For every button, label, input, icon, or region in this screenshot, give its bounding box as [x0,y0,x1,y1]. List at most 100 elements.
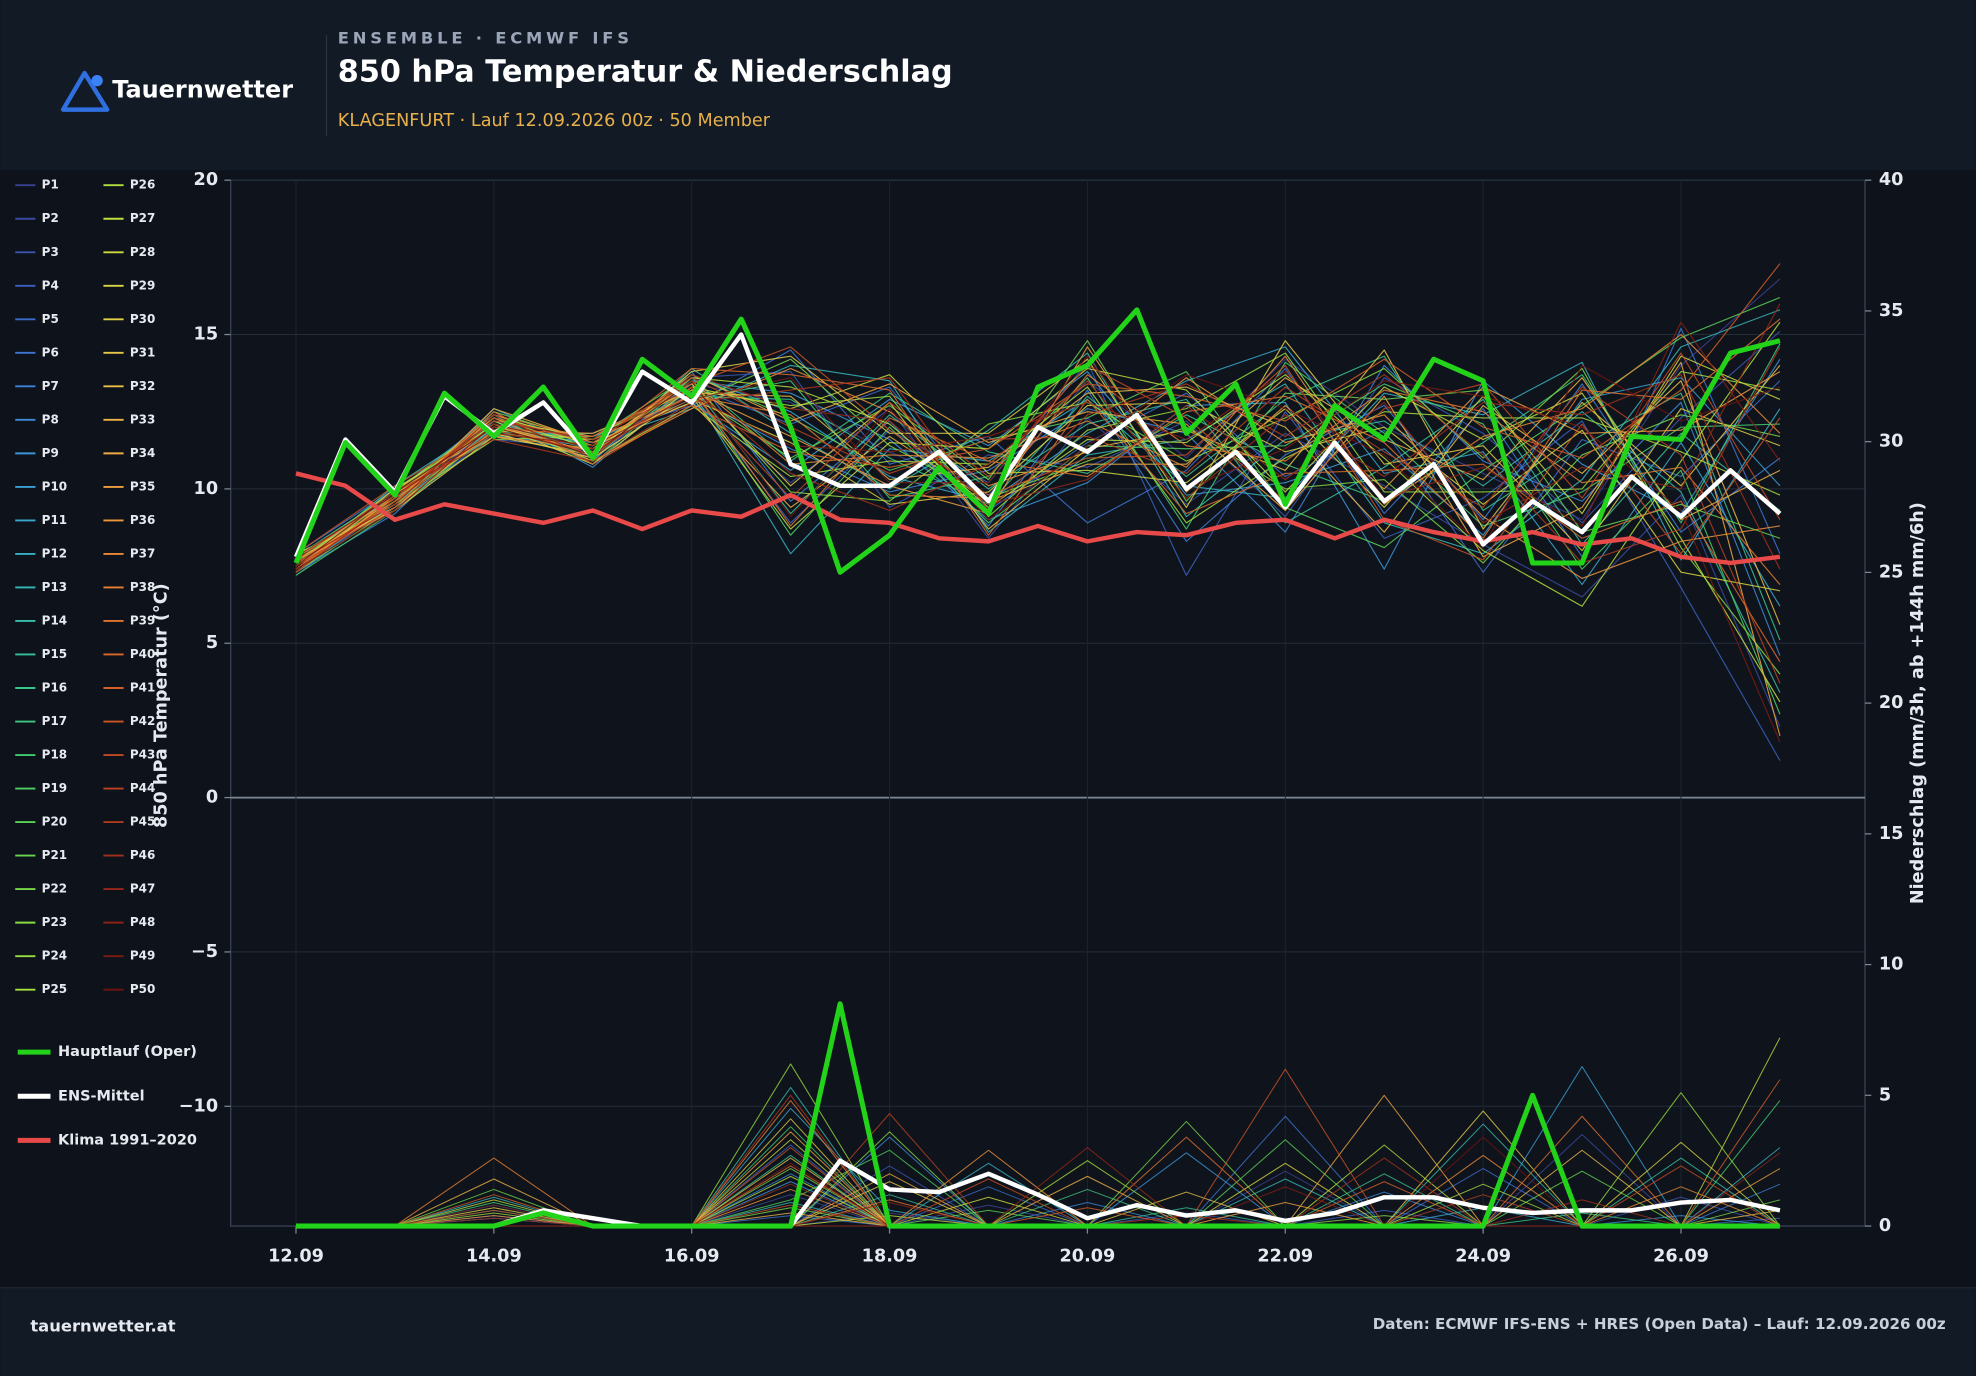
header-bg [0,0,1976,171]
legend-label: P10 [42,479,67,493]
logo-dot [91,74,103,87]
x-tick-label: 12.09 [268,1246,324,1266]
legend-label: P24 [42,949,67,963]
precip-line [295,1001,1780,1229]
y2-tick-label: 15 [1879,824,1904,844]
y2-tick-label: 40 [1879,170,1904,190]
legend-label: P38 [130,580,155,594]
x-tick-label: 20.09 [1060,1246,1116,1266]
legend-label: P42 [130,714,155,728]
footer-left: tauernwetter.at [30,1316,175,1335]
y-tick-label: 20 [194,170,219,190]
legend-label: P30 [130,312,155,326]
legend-label: P2 [42,211,59,225]
legend-label: P39 [130,613,155,627]
legend-label: P16 [42,680,67,694]
member-temp-line [295,355,1781,573]
y-tick-label: −10 [179,1096,218,1116]
legend-label: P27 [130,211,155,225]
legend-label: P29 [130,278,155,292]
legend-label: P47 [130,882,155,896]
member-temp-line [295,374,1781,573]
footer-right: Daten: ECMWF IFS-ENS + HRES (Open Data) … [1373,1315,1946,1333]
legend-label: P3 [42,245,59,259]
legend-label: P33 [130,412,155,426]
y-tick-label: 15 [194,325,219,345]
y2-tick-label: 5 [1879,1085,1891,1105]
y-tick-label: 0 [206,788,218,808]
legend-label: P15 [42,647,67,661]
legend-label: Klima 1991–2020 [58,1132,197,1148]
logo [60,70,110,112]
plot-area [230,179,1866,1227]
member-temp-line [295,367,1781,703]
member-temp-line [295,355,1781,743]
y2-tick-label: 10 [1879,955,1904,975]
temp-line [293,307,1781,575]
subtitle: KLAGENFURT · Lauf 12.09.2026 00z · 50 Me… [338,111,771,131]
legend-label: P44 [130,781,155,795]
legend-label: P6 [42,345,59,359]
legend-label: P32 [130,379,155,393]
grid: −10 −5 0 5 10 15 20 0 5 10 15 20 25 30 35 40 12.09 14.09 1… [179,170,1904,1266]
x-tick-label: 24.09 [1455,1246,1511,1266]
legend-label: P45 [130,815,155,829]
legend-label: P9 [42,446,59,460]
legend: P1 P2 P3 P4 P5 P6 P7 P8 P9 P10 P11 P12 P13 P14 P15 P16 P… [15,178,197,1148]
member-temp-line [295,321,1781,607]
member-temp-line [295,333,1781,570]
brand: Tauernwetter [112,76,293,104]
legend-label: P43 [130,748,155,762]
legend-label: P40 [130,647,155,661]
legend-label: P19 [42,781,67,795]
legend-label: ENS-Mittel [58,1088,144,1104]
legend-label: P41 [130,680,155,694]
legend-label: P5 [42,312,59,326]
legend-label: P35 [130,479,155,493]
temp-line [293,332,1782,558]
y-tick-label: 10 [194,479,219,499]
legend-label: P31 [130,345,155,359]
y-axis-label: 850 hPa Temperatur (°C) [151,583,171,828]
y2-tick-label: 20 [1879,693,1904,713]
legend-label: P13 [42,580,67,594]
legend-label: P1 [42,178,59,192]
legend-label: P50 [130,982,155,996]
legend-label: P49 [130,949,155,963]
x-tick-label: 18.09 [862,1246,918,1266]
y-tick-label: −5 [191,942,218,962]
y2-tick-label: 35 [1879,301,1904,321]
x-tick-label: 16.09 [664,1246,720,1266]
legend-label: P17 [42,714,67,728]
legend-label: P28 [130,245,155,259]
x-tick-label: 14.09 [466,1246,522,1266]
member-temp-line [295,346,1781,564]
legend-label: P8 [42,412,59,426]
legend-label: P46 [130,848,155,862]
legend-label: P18 [42,748,67,762]
footer-bg [0,1287,1976,1376]
y2-tick-label: 30 [1879,432,1904,452]
title: 850 hPa Temperatur & Niederschlag [338,55,953,90]
x-tick-label: 22.09 [1257,1246,1313,1266]
x-tick-label: 26.09 [1653,1246,1709,1266]
legend-label: P48 [130,915,155,929]
y2-axis-label: Niederschlag (mm/3h, ab +144h mm/6h) [1908,502,1928,904]
legend-label: Hauptlauf (Oper) [58,1044,197,1060]
legend-label: P21 [42,848,67,862]
legend-label: P4 [42,278,59,292]
series-layer [293,263,1782,1229]
y2-tick-label: 0 [1879,1216,1891,1236]
member-temp-line [295,364,1781,567]
legend-label: P20 [42,815,67,829]
member-temp-line [295,263,1781,564]
y2-tick-label: 25 [1879,562,1904,582]
legend-label: P11 [42,513,67,527]
y-tick-label: 5 [206,633,218,653]
legend-label: P14 [42,613,67,627]
member-temp-line [295,349,1781,570]
legend-label: P37 [130,546,155,560]
legend-label: P36 [130,513,155,527]
